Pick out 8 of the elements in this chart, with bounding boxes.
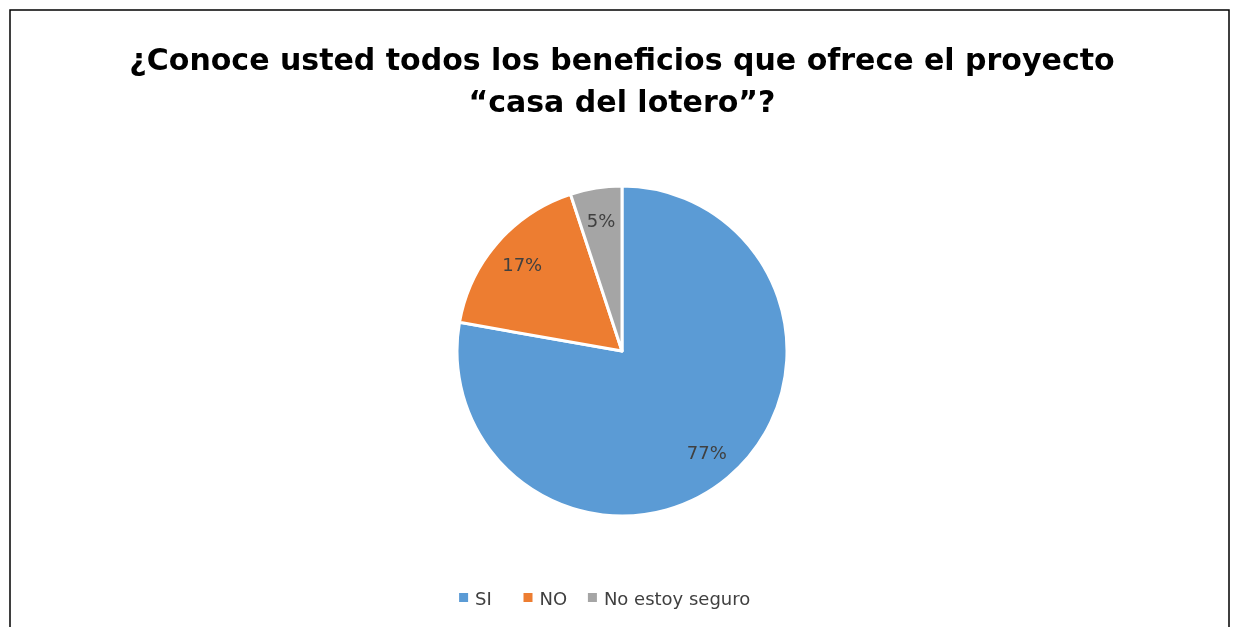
data-label: 17%: [502, 254, 543, 276]
data-label: 5%: [586, 210, 616, 232]
pie-slice: [455, 184, 789, 518]
legend-label: No estoy seguro: [603, 587, 751, 609]
chart-title: ¿Conoce usted todos los beneficios que ofrece el proyecto “casa del lotero”?: [129, 42, 1115, 119]
legend-label: SI: [475, 587, 492, 609]
legend-label: NO: [539, 587, 568, 609]
data-label: 77%: [686, 441, 727, 463]
